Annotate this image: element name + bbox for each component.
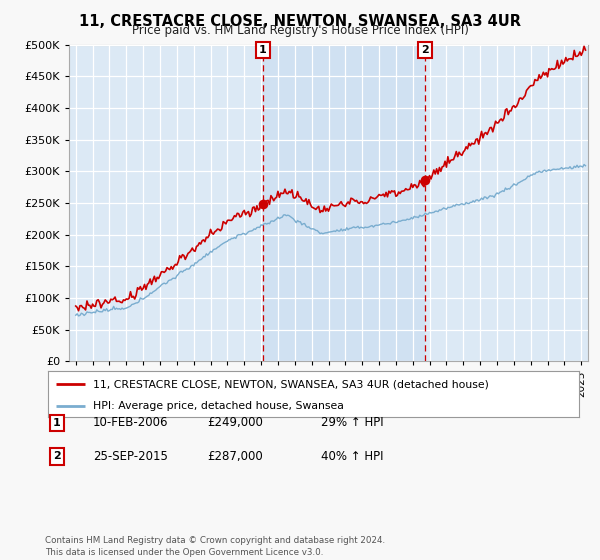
Text: 11, CRESTACRE CLOSE, NEWTON, SWANSEA, SA3 4UR (detached house): 11, CRESTACRE CLOSE, NEWTON, SWANSEA, SA… xyxy=(93,379,489,389)
Text: £287,000: £287,000 xyxy=(207,450,263,463)
Text: £249,000: £249,000 xyxy=(207,416,263,430)
Text: 2: 2 xyxy=(421,45,429,55)
Text: Contains HM Land Registry data © Crown copyright and database right 2024.
This d: Contains HM Land Registry data © Crown c… xyxy=(45,536,385,557)
Text: 29% ↑ HPI: 29% ↑ HPI xyxy=(321,416,383,430)
Text: 11, CRESTACRE CLOSE, NEWTON, SWANSEA, SA3 4UR: 11, CRESTACRE CLOSE, NEWTON, SWANSEA, SA… xyxy=(79,14,521,29)
Text: 25-SEP-2015: 25-SEP-2015 xyxy=(93,450,168,463)
Text: 10-FEB-2006: 10-FEB-2006 xyxy=(93,416,169,430)
Text: 1: 1 xyxy=(53,418,61,428)
Text: Price paid vs. HM Land Registry's House Price Index (HPI): Price paid vs. HM Land Registry's House … xyxy=(131,24,469,37)
Text: 2: 2 xyxy=(53,451,61,461)
Text: 1: 1 xyxy=(259,45,267,55)
Text: HPI: Average price, detached house, Swansea: HPI: Average price, detached house, Swan… xyxy=(93,401,344,410)
Text: 40% ↑ HPI: 40% ↑ HPI xyxy=(321,450,383,463)
Bar xyxy=(263,45,425,361)
